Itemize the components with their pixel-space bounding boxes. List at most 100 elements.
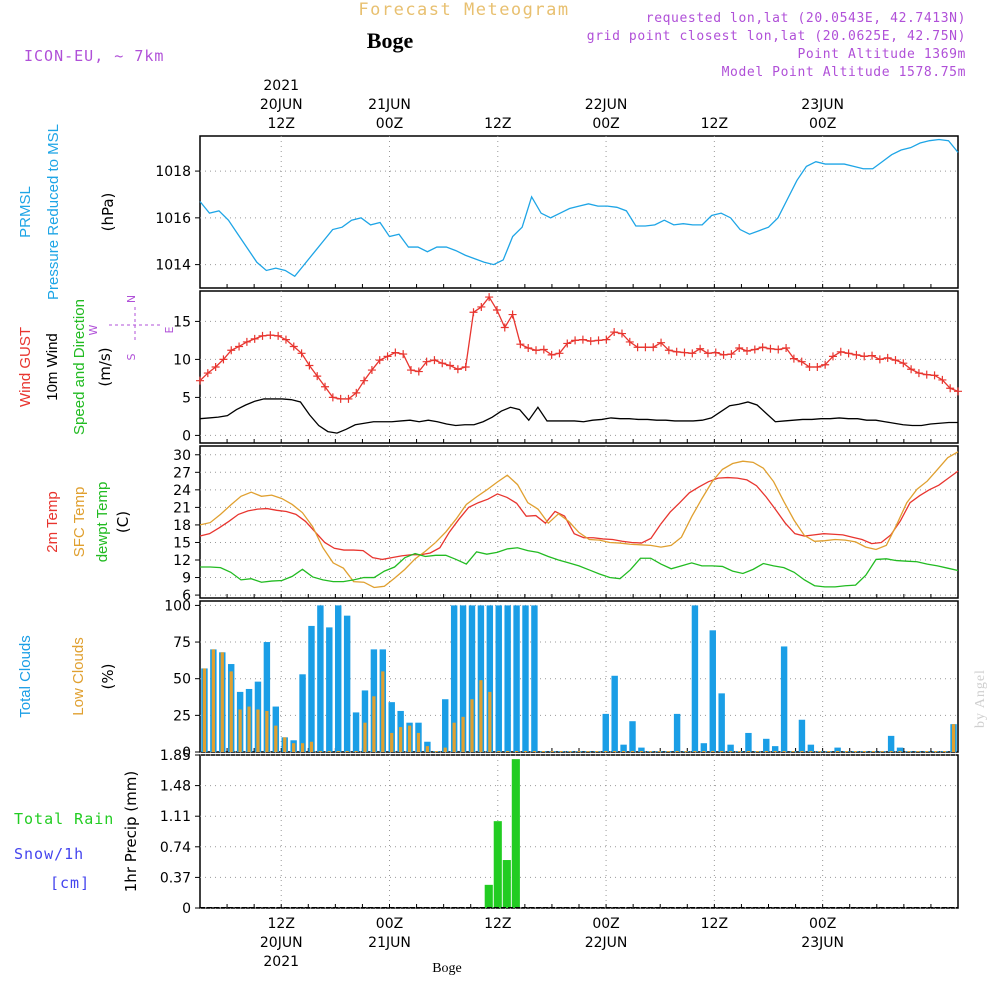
gust-marker <box>836 347 845 356</box>
gust-marker <box>860 352 869 361</box>
gust-marker <box>547 350 556 359</box>
header-gridpoint: grid point closest lon,lat (20.0625E, 42… <box>587 29 966 44</box>
low-cloud-bar <box>488 691 492 752</box>
gust-marker <box>703 349 712 358</box>
gust-marker <box>813 363 822 371</box>
top-time-label: 12Z <box>268 116 295 132</box>
gust-marker <box>899 359 908 368</box>
total-cloud-bar <box>611 675 618 752</box>
gust-marker <box>821 360 830 369</box>
y-tick-label: 50 <box>173 672 191 688</box>
y-tick-label: 0 <box>182 428 191 444</box>
gust-marker <box>203 369 212 378</box>
rain-bar <box>493 821 502 908</box>
gust-marker <box>711 348 720 357</box>
gust-marker <box>735 344 744 352</box>
series-line-sfc-temp <box>199 451 959 589</box>
total-cloud-bar <box>771 746 779 752</box>
gust-marker <box>500 323 509 332</box>
low-cloud-bar <box>951 724 956 752</box>
gust-marker <box>805 363 814 371</box>
bottom-time-label: 12Z <box>701 916 728 932</box>
low-cloud-bar <box>372 696 376 752</box>
y-tick-label: 24 <box>173 483 191 499</box>
y-tick-label: 9 <box>182 571 191 587</box>
total-cloud-bar <box>620 744 627 752</box>
gust-marker <box>891 356 900 365</box>
y-tick-label: 0 <box>182 745 191 761</box>
watermark: by Angel <box>973 669 988 728</box>
total-cloud-bar <box>709 630 716 752</box>
top-time-label: 2021 <box>263 78 299 94</box>
total-cloud-bar <box>834 747 841 752</box>
gust-marker <box>930 371 939 380</box>
header-location: Boge <box>367 28 414 53</box>
series-label: Total Clouds <box>17 635 34 718</box>
gust-marker <box>461 363 470 371</box>
gust-marker <box>406 366 415 375</box>
bottom-time-label: 00Z <box>592 916 619 932</box>
bottom-time-axis: 12Z 20JUN 2021 00Z 21JUN 12Z 00Z 22JUN 12Z 00Z 23J… <box>260 916 844 970</box>
gust-marker <box>196 376 204 385</box>
gust-marker <box>305 361 314 370</box>
y-tick-label: 1016 <box>155 211 191 227</box>
wind-compass: N S W E <box>87 295 176 361</box>
panel-pressure: 1014 1016 1018 PRMSL Pressure Reduced to MSL… <box>17 124 959 300</box>
gust-marker <box>477 302 486 311</box>
series-label: Snow/1h <box>14 845 84 863</box>
y-tick-label: 6 <box>182 588 191 604</box>
series-label: SFC Temp <box>71 487 88 558</box>
gust-marker <box>235 342 244 351</box>
unit-label: 1hr Precip (mm) <box>122 771 140 892</box>
panel-clouds: 0 25 50 75 100 Total Clouds Low Clouds (%) <box>17 598 959 761</box>
y-tick-label: 21 <box>173 500 191 516</box>
series-label: Low Clouds <box>70 637 87 715</box>
total-cloud-bar <box>450 605 458 752</box>
total-cloud-bar <box>887 735 895 752</box>
unit-label: (C) <box>114 511 132 533</box>
gust-marker <box>743 347 752 356</box>
gust-marker <box>617 329 626 338</box>
bottom-time-label: 12Z <box>268 916 295 932</box>
compass-letter: W <box>87 324 100 335</box>
top-time-label: 12Z <box>701 116 728 132</box>
low-cloud-bar <box>390 732 394 752</box>
total-cloud-bar <box>745 732 752 752</box>
low-cloud-bar <box>452 722 456 752</box>
series-label: Wind GUST <box>17 327 34 407</box>
low-cloud-bar <box>229 671 233 752</box>
gust-marker <box>446 361 455 370</box>
gust-marker <box>586 337 595 346</box>
header-title: Forecast Meteogram <box>358 0 569 20</box>
y-tick-label: 5 <box>182 390 191 406</box>
gust-marker <box>641 343 650 352</box>
gust-marker <box>719 350 728 359</box>
gust-marker <box>242 337 251 346</box>
total-cloud-bar <box>308 625 315 752</box>
gust-marker <box>383 352 392 361</box>
panel-wind: 0 5 10 15 Wind GUST 10m Wind Speed and Directi… <box>17 290 962 444</box>
top-time-axis: 2021 20JUN 12Z 21JUN 00Z 12Z 22JUN 00Z 12Z 23JUN 0… <box>260 78 844 132</box>
low-cloud-bar <box>407 725 412 752</box>
low-cloud-bar <box>265 710 269 752</box>
panel-frame <box>199 445 959 599</box>
low-cloud-bar <box>425 746 430 752</box>
y-tick-label: 12 <box>173 553 191 569</box>
top-time-label: 23JUN <box>801 97 844 113</box>
series-line-pressure <box>199 138 959 278</box>
gust-marker <box>789 354 798 363</box>
low-cloud-bar <box>292 743 296 752</box>
gust-marker <box>594 336 603 345</box>
gust-marker <box>922 370 931 379</box>
low-cloud-bar <box>479 680 483 752</box>
gust-marker <box>758 343 767 352</box>
gust-marker <box>336 394 345 403</box>
gust-marker <box>625 337 634 346</box>
y-tick-label: 75 <box>173 635 191 651</box>
gust-marker <box>633 343 642 352</box>
total-cloud-bar <box>442 699 449 752</box>
total-cloud-bar <box>361 690 369 752</box>
top-time-label: 22JUN <box>585 97 628 113</box>
gust-marker <box>508 310 517 319</box>
